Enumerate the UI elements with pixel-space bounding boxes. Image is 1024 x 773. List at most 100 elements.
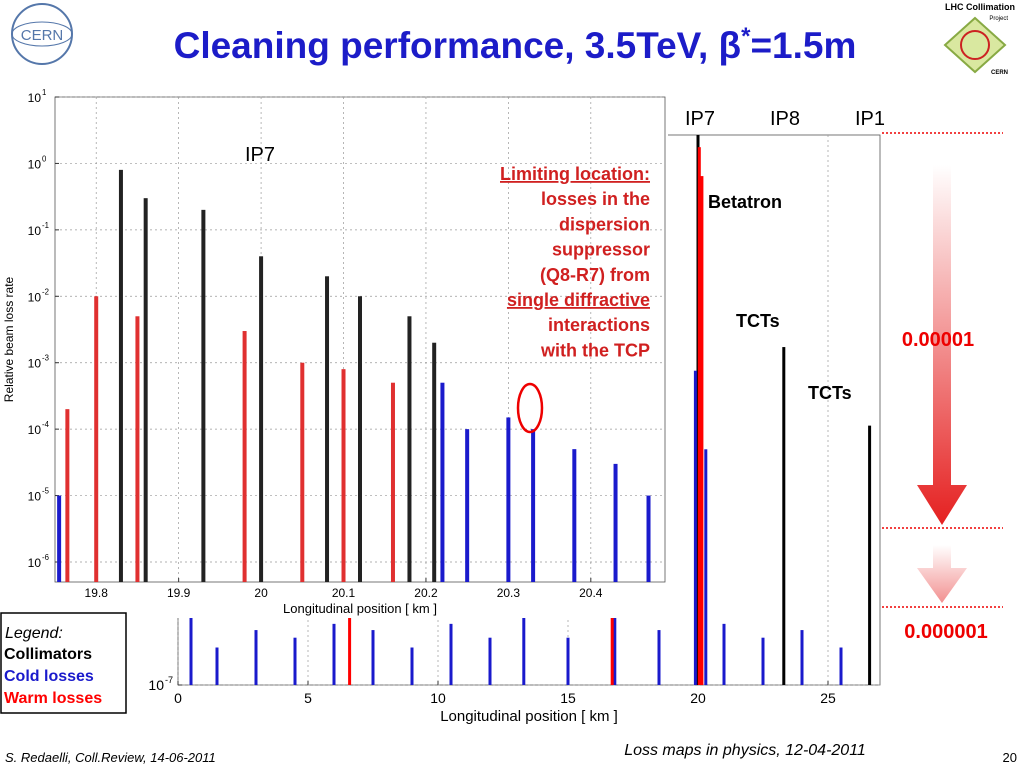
loss-bar <box>782 347 786 685</box>
y-tick-label: 10 <box>28 490 42 504</box>
loss-bar <box>432 342 437 582</box>
logo-text: Project <box>989 16 1008 22</box>
highlight-ellipse <box>516 382 544 434</box>
loss-bar <box>761 637 765 685</box>
limiting-line: with the TCP <box>540 340 650 360</box>
y-tick-exponent: -1 <box>42 221 49 230</box>
loss-bar <box>506 417 511 582</box>
x-tick-label: 20 <box>254 586 268 600</box>
loss-bar <box>522 614 526 685</box>
ip-label: IP7 <box>685 108 715 130</box>
x-tick-label: 15 <box>560 690 576 706</box>
loss-bar <box>254 630 258 685</box>
title-sup: * <box>741 23 751 50</box>
loss-bar <box>371 630 375 685</box>
limiting-note: Limiting location: losses in the dispersio… <box>500 164 650 360</box>
limiting-line: interactions <box>548 315 650 335</box>
y-tick-label: 10 <box>28 157 42 171</box>
loss-bar <box>94 296 99 582</box>
x-tick-label: 20 <box>690 690 706 706</box>
y-tick-exponent: -7 <box>165 675 173 685</box>
ip-label: IP1 <box>855 108 885 130</box>
annotation: Betatron <box>708 192 782 212</box>
lhc-logo: LHC Collimation Project CERN <box>943 2 1015 76</box>
reduction-arrow <box>917 165 967 525</box>
x-tick-label: 5 <box>304 690 312 706</box>
loss-bar <box>201 209 206 583</box>
loss-bar <box>407 316 412 582</box>
loss-bar <box>704 449 708 685</box>
loss-bar <box>65 409 70 582</box>
limiting-line: single diffractive <box>507 290 650 310</box>
loss-bar <box>341 369 346 582</box>
page-number: 20 <box>1003 750 1017 765</box>
footer-left: S. Redaelli, Coll.Review, 14-06-2011 <box>5 750 216 765</box>
x-axis-label: Longitudinal position [ km ] <box>283 601 437 616</box>
limiting-line: suppressor <box>552 240 650 260</box>
y-tick-label: 10 <box>28 91 42 105</box>
loss-bar <box>465 429 470 582</box>
y-tick-exponent: 1 <box>42 88 46 97</box>
factor-label: 0.00001 <box>902 329 974 351</box>
loss-bar <box>613 614 617 685</box>
loss-bar <box>531 429 536 582</box>
x-tick-label: 20.4 <box>579 586 603 600</box>
loss-bar <box>300 362 305 582</box>
limiting-line: losses in the <box>541 189 650 209</box>
loss-bar <box>697 147 701 685</box>
x-tick-label: 0 <box>174 690 182 706</box>
y-tick-label: 10 <box>28 357 42 371</box>
y-tick-exponent: -6 <box>42 553 49 562</box>
y-tick-exponent: 0 <box>42 154 47 163</box>
legend-entry: Cold losses <box>4 668 94 685</box>
loss-bar <box>566 637 570 685</box>
loss-bar <box>293 637 297 685</box>
y-tick-label: 10 <box>28 423 42 437</box>
footer-center: Loss maps in physics, 12-04-2011 <box>624 742 866 759</box>
loss-bar <box>135 316 140 582</box>
cern-logo: CERN <box>11 3 73 65</box>
loss-bar <box>325 276 330 582</box>
legend-title: Legend: <box>5 625 63 642</box>
loss-bar <box>722 623 726 685</box>
loss-bar <box>613 463 618 582</box>
loss-bar <box>242 331 247 582</box>
annotation: TCTs <box>808 383 852 403</box>
y-tick-label: 10 <box>28 290 42 304</box>
loss-bar <box>800 630 804 685</box>
loss-bar <box>410 647 414 685</box>
y-tick-exponent: -2 <box>42 287 49 296</box>
loss-bar <box>215 647 219 685</box>
x-tick-label: 19.9 <box>167 586 191 600</box>
y-axis-label: Relative beam loss rate <box>2 276 16 402</box>
reduction-arrow <box>917 545 967 603</box>
x-tick-label: 20.2 <box>414 586 438 600</box>
logo-diamond <box>943 16 1007 74</box>
loss-bar <box>657 630 661 685</box>
loss-bar <box>143 198 148 583</box>
loss-bar <box>57 495 62 582</box>
logo-circle <box>960 30 990 60</box>
loss-bar <box>868 425 872 685</box>
loss-bar <box>332 623 336 685</box>
logo-orbit <box>11 21 73 47</box>
x-tick-label: 25 <box>820 690 836 706</box>
loss-bar <box>488 637 492 685</box>
loss-bar <box>440 382 445 582</box>
loss-bar <box>259 256 264 582</box>
loss-bar <box>839 647 843 685</box>
logo-text: CERN <box>991 70 1008 76</box>
legend-box <box>0 612 127 714</box>
y-tick-exponent: -5 <box>42 487 50 496</box>
limiting-line: Limiting location: <box>500 164 650 184</box>
x-tick-label: 20.1 <box>332 586 356 600</box>
y-tick-exponent: -4 <box>42 420 50 429</box>
x-tick-label: 20.3 <box>497 586 521 600</box>
y-tick-exponent: -3 <box>42 354 49 363</box>
loss-bar <box>118 169 123 582</box>
loss-bar <box>572 449 577 582</box>
loss-bar <box>646 495 651 582</box>
x-tick-label: 10 <box>430 690 446 706</box>
